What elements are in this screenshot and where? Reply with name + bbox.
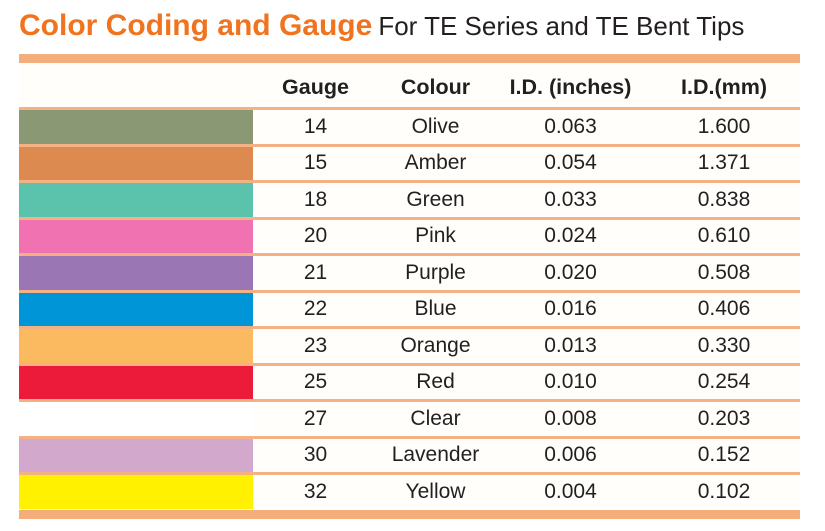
table-row: 27 Clear 0.008 0.203 — [19, 400, 800, 439]
top-divider-bar — [19, 54, 800, 63]
id-inches-cell: 0.020 — [493, 254, 648, 293]
swatch-column-header — [19, 63, 253, 110]
pink-color-swatch — [19, 218, 253, 256]
id-inches-cell: 0.024 — [493, 218, 648, 256]
id-mm-cell: 0.610 — [648, 218, 800, 256]
colour-cell: Olive — [378, 108, 493, 147]
id-inches-cell: 0.004 — [493, 473, 648, 509]
id-mm-column-header: I.D.(mm) — [648, 63, 800, 110]
colour-cell: Pink — [378, 218, 493, 256]
yellow-color-swatch — [19, 473, 253, 509]
id-inches-column-header: I.D. (inches) — [493, 63, 648, 110]
table-row: 32 Yellow 0.004 0.102 — [19, 473, 800, 509]
bottom-divider-bar — [19, 509, 800, 519]
blue-color-swatch — [19, 291, 253, 329]
id-inches-cell: 0.008 — [493, 400, 648, 439]
id-inches-cell: 0.054 — [493, 145, 648, 183]
gauge-cell: 23 — [253, 327, 378, 366]
page-container: Color Coding and Gauge For TE Series and … — [19, 0, 800, 519]
id-mm-cell: 0.102 — [648, 473, 800, 509]
table-row: 25 Red 0.010 0.254 — [19, 364, 800, 402]
color-gauge-table: Gauge Colour I.D. (inches) I.D.(mm) 14 O… — [19, 63, 800, 509]
table-row: 18 Green 0.033 0.838 — [19, 181, 800, 220]
id-inches-cell: 0.010 — [493, 364, 648, 402]
colour-cell: Green — [378, 181, 493, 220]
table-row: 15 Amber 0.054 1.371 — [19, 145, 800, 183]
clear-color-swatch — [19, 400, 253, 439]
id-mm-cell: 0.203 — [648, 400, 800, 439]
id-mm-cell: 0.406 — [648, 291, 800, 329]
gauge-cell: 25 — [253, 364, 378, 402]
id-mm-cell: 0.838 — [648, 181, 800, 220]
table-row: 14 Olive 0.063 1.600 — [19, 108, 800, 147]
gauge-cell: 15 — [253, 145, 378, 183]
gauge-cell: 22 — [253, 291, 378, 329]
id-mm-cell: 1.600 — [648, 108, 800, 147]
table-row: 21 Purple 0.020 0.508 — [19, 254, 800, 293]
olive-color-swatch — [19, 108, 253, 147]
colour-column-header: Colour — [378, 63, 493, 110]
page-subtitle: For TE Series and TE Bent Tips — [378, 11, 745, 41]
colour-cell: Purple — [378, 254, 493, 293]
table-header-row: Gauge Colour I.D. (inches) I.D.(mm) — [19, 63, 800, 110]
id-mm-cell: 1.371 — [648, 145, 800, 183]
table-row: 22 Blue 0.016 0.406 — [19, 291, 800, 329]
id-inches-cell: 0.006 — [493, 437, 648, 475]
gauge-cell: 21 — [253, 254, 378, 293]
colour-cell: Yellow — [378, 473, 493, 509]
id-inches-cell: 0.063 — [493, 108, 648, 147]
table-row: 23 Orange 0.013 0.330 — [19, 327, 800, 366]
gauge-cell: 32 — [253, 473, 378, 509]
table-header: Gauge Colour I.D. (inches) I.D.(mm) — [19, 63, 800, 110]
colour-cell: Lavender — [378, 437, 493, 475]
amber-color-swatch — [19, 145, 253, 183]
page-title: Color Coding and Gauge — [19, 9, 373, 42]
page-header: Color Coding and Gauge For TE Series and … — [19, 8, 800, 49]
colour-cell: Red — [378, 364, 493, 402]
gauge-column-header: Gauge — [253, 63, 378, 110]
purple-color-swatch — [19, 254, 253, 293]
red-color-swatch — [19, 364, 253, 402]
gauge-cell: 27 — [253, 400, 378, 439]
gauge-cell: 20 — [253, 218, 378, 256]
colour-cell: Orange — [378, 327, 493, 366]
table-row: 20 Pink 0.024 0.610 — [19, 218, 800, 256]
colour-cell: Clear — [378, 400, 493, 439]
gauge-cell: 30 — [253, 437, 378, 475]
id-inches-cell: 0.013 — [493, 327, 648, 366]
green-color-swatch — [19, 181, 253, 220]
gauge-cell: 18 — [253, 181, 378, 220]
orange-color-swatch — [19, 327, 253, 366]
id-mm-cell: 0.152 — [648, 437, 800, 475]
lavender-color-swatch — [19, 437, 253, 475]
gauge-cell: 14 — [253, 108, 378, 147]
id-mm-cell: 0.330 — [648, 327, 800, 366]
id-mm-cell: 0.254 — [648, 364, 800, 402]
table-body: 14 Olive 0.063 1.600 15 Amber 0.054 1.37… — [19, 108, 800, 509]
id-inches-cell: 0.033 — [493, 181, 648, 220]
id-inches-cell: 0.016 — [493, 291, 648, 329]
colour-cell: Amber — [378, 145, 493, 183]
table-row: 30 Lavender 0.006 0.152 — [19, 437, 800, 475]
colour-cell: Blue — [378, 291, 493, 329]
id-mm-cell: 0.508 — [648, 254, 800, 293]
